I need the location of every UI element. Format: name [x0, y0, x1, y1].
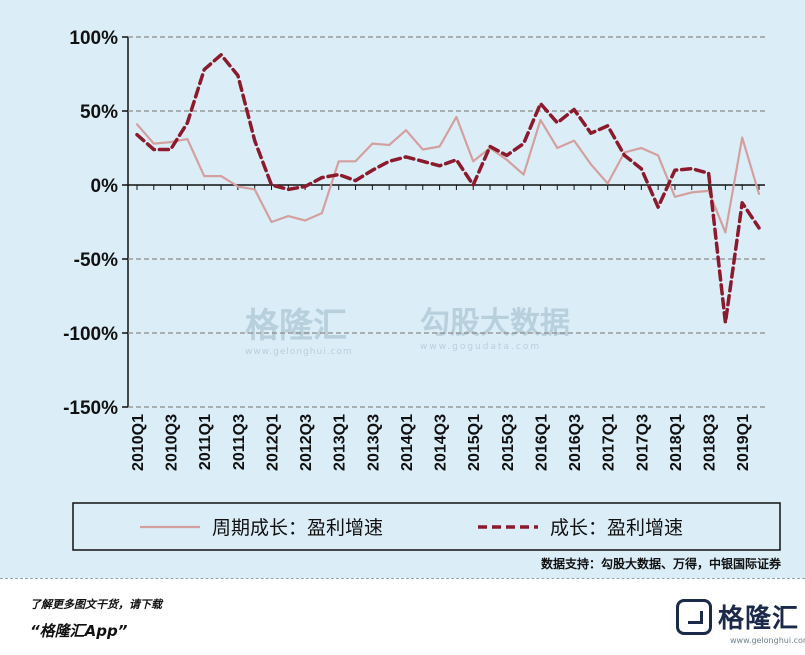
- footer-download-text: 了解更多图文干货，请下载: [30, 598, 162, 611]
- legend-label-1: 周期成长：盈利增速: [212, 517, 383, 539]
- y-tick-label: -150%: [63, 398, 118, 419]
- x-tick-label: 2012Q3: [298, 414, 315, 471]
- brand-logo: 格隆汇: [676, 598, 799, 635]
- x-tick-label: 2017Q1: [601, 414, 618, 471]
- logo-url: www.gelonghui.com: [730, 636, 805, 645]
- watermark-gogudata: 勾股大数据 www.gogudata.com: [420, 298, 570, 352]
- x-tick-label: 2011Q1: [197, 414, 214, 470]
- x-tick-label: 2018Q1: [668, 414, 685, 471]
- y-tick-label: -50%: [74, 250, 118, 271]
- x-tick-label: 2013Q3: [365, 414, 382, 471]
- x-tick-label: 2013Q1: [332, 414, 349, 471]
- watermark-url1: www.gelonghui.com: [245, 347, 353, 357]
- x-tick-label: 2012Q1: [264, 414, 281, 471]
- footer-app-name: “格隆汇App”: [30, 622, 128, 640]
- x-tick-label: 2019Q1: [735, 414, 752, 471]
- x-tick-label: 2014Q1: [399, 414, 416, 471]
- legend-box: [72, 502, 781, 551]
- x-tick-label: 2017Q3: [634, 414, 651, 471]
- line-chart: 100% 50% 0% -50% -100% -150% 2010Q1 2010Q3 2011Q…: [63, 28, 781, 551]
- x-tick-label: 2010Q3: [164, 414, 181, 471]
- logo-text: 格隆汇: [718, 604, 800, 634]
- y-tick-label: -100%: [63, 324, 118, 345]
- logo-g-icon: [676, 598, 712, 635]
- source-note: 数据支持：勾股大数据、万得，中银国际证券: [540, 557, 781, 571]
- legend-label-2: 成长：盈利增速: [550, 517, 683, 539]
- watermark-url2: www.gogudata.com: [420, 342, 542, 352]
- y-tick-label: 100%: [69, 28, 118, 49]
- x-tick-label: 2015Q1: [466, 414, 483, 471]
- watermark-brand2: 勾股大数据: [420, 306, 570, 341]
- x-tick-label: 2010Q1: [130, 414, 147, 471]
- chart-panel: [0, 0, 805, 578]
- x-tick-label: 2014Q3: [433, 414, 450, 471]
- footer-divider: [0, 578, 805, 579]
- watermark-gelonghui: 格隆汇 www.gelonghui.com: [245, 298, 353, 357]
- series-line-2: [135, 53, 761, 325]
- x-tick-label: 2018Q3: [702, 414, 719, 471]
- x-tick-label: 2016Q1: [533, 414, 550, 471]
- series-line-1: [135, 115, 761, 234]
- y-tick-label: 0%: [91, 176, 119, 197]
- y-tick-label: 50%: [80, 102, 118, 123]
- x-tick-label: 2016Q3: [567, 414, 584, 471]
- watermark-brand1: 格隆汇: [245, 306, 347, 346]
- x-tick-label: 2011Q3: [231, 414, 248, 470]
- x-tick-label: 2015Q3: [500, 414, 517, 471]
